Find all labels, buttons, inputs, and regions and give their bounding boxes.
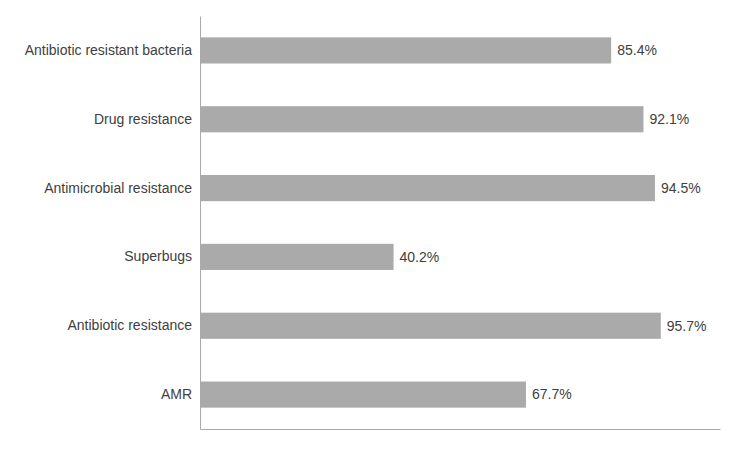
y-tick-label: Antimicrobial resistance xyxy=(44,180,192,196)
chart-svg: AMR Antibiotic resistance Superbugs Antimic… xyxy=(0,0,750,453)
x-axis-line xyxy=(201,429,721,430)
y-tick: AMR xyxy=(161,386,200,402)
data-label: 67.7% xyxy=(532,386,572,402)
bar xyxy=(200,313,661,339)
y-tick-label: Antibiotic resistance xyxy=(67,317,192,333)
y-tick-label: Drug resistance xyxy=(94,111,192,127)
data-label: 85.4% xyxy=(617,42,657,58)
data-label: 94.5% xyxy=(661,180,701,196)
y-tick-label: AMR xyxy=(161,386,192,402)
bars xyxy=(200,37,661,407)
bar xyxy=(200,382,526,408)
bar xyxy=(200,175,655,201)
y-tick: Antibiotic resistance xyxy=(67,317,200,333)
y-tick: Superbugs xyxy=(124,248,200,264)
bar xyxy=(200,37,611,63)
x-axis xyxy=(201,429,721,430)
data-labels: 67.7% 95.7% 40.2% 94.5% 92.1% 85.4% xyxy=(400,42,707,402)
plot-area: AMR Antibiotic resistance Superbugs Antimic… xyxy=(25,17,721,430)
data-label: 40.2% xyxy=(400,249,440,265)
bar xyxy=(200,244,394,270)
y-axis: AMR Antibiotic resistance Superbugs Antimic… xyxy=(25,17,201,430)
y-tick: Antibiotic resistant bacteria xyxy=(25,42,200,58)
data-label: 95.7% xyxy=(667,318,707,334)
data-label: 92.1% xyxy=(649,111,689,127)
y-axis-line xyxy=(200,17,201,430)
y-tick-label: Antibiotic resistant bacteria xyxy=(25,42,193,58)
y-tick: Antimicrobial resistance xyxy=(44,180,200,196)
y-tick: Drug resistance xyxy=(94,111,200,127)
bar xyxy=(200,106,643,132)
y-tick-label: Superbugs xyxy=(124,248,192,264)
chart-container: AMR Antibiotic resistance Superbugs Antimic… xyxy=(0,0,750,453)
